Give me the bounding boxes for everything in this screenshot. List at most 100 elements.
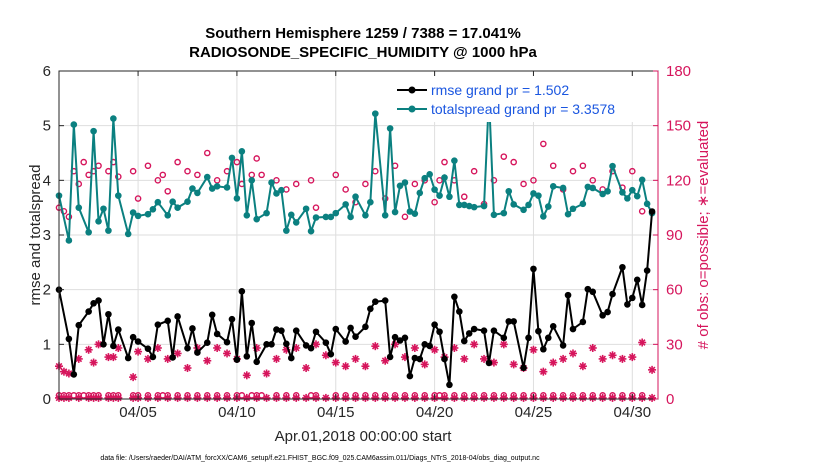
right-tick-label: 120: [666, 172, 691, 189]
obs-possible-zero-marker: [258, 392, 265, 399]
obs-evaluated-marker: [638, 338, 647, 347]
x-tick-label: 04/05: [119, 404, 157, 421]
totalspread-point: [85, 228, 92, 236]
obs-possible-zero-marker: [174, 392, 181, 399]
obs-possible-marker: [75, 180, 83, 188]
rmse-point: [609, 290, 616, 298]
rmse-point: [381, 297, 389, 304]
rmse-point: [352, 333, 359, 340]
rmse-point: [470, 325, 478, 333]
totalspread-point: [149, 206, 157, 213]
obs-possible-marker: [431, 198, 438, 206]
obs-possible-marker: [510, 158, 517, 166]
rmse-point: [273, 326, 280, 333]
obs-evaluated-marker: [598, 354, 607, 363]
obs-evaluated-marker: [549, 358, 558, 367]
totalspread-point: [401, 179, 409, 186]
rmse-point: [446, 381, 453, 389]
rmse-point: [203, 339, 211, 346]
obs-evaluated-marker: [618, 354, 627, 363]
obs-evaluated-marker: [341, 362, 350, 371]
obs-possible-marker: [258, 171, 265, 179]
totalspread-point: [579, 200, 587, 208]
totalspread-point: [312, 214, 320, 221]
rmse-point: [584, 285, 592, 293]
totalspread-point: [619, 189, 626, 196]
totalspread-point: [248, 177, 256, 184]
rmse-point: [124, 354, 132, 362]
rmse-point: [549, 322, 557, 330]
obs-possible-zero-marker: [638, 392, 646, 399]
x-axis-label: Apr.01,2018 00:00:00 start: [275, 428, 453, 445]
totalspread-point: [396, 182, 404, 190]
obs-possible-zero-marker: [441, 392, 448, 399]
obs-evaluated-marker: [311, 340, 320, 349]
obs-possible-marker: [154, 177, 162, 184]
totalspread-point: [624, 195, 631, 202]
rmse-point: [426, 342, 433, 350]
totalspread-series: [55, 93, 656, 244]
rmse-point: [144, 345, 152, 353]
x-tick-label: 04/15: [317, 404, 355, 421]
obs-possible-marker: [292, 180, 300, 188]
totalspread-point: [189, 185, 196, 192]
rmse-point: [589, 288, 597, 296]
obs-possible-marker: [159, 171, 167, 179]
obs-possible-zero-marker: [273, 392, 280, 399]
totalspread-point: [367, 198, 374, 206]
rmse-point: [510, 318, 517, 325]
totalspread-point: [386, 125, 394, 132]
totalspread-point: [154, 198, 162, 206]
rmse-point: [629, 294, 636, 302]
totalspread-point: [362, 212, 369, 219]
obs-evaluated-zero-marker: [321, 393, 330, 402]
obs-possible-marker: [436, 177, 443, 184]
totalspread-point: [490, 211, 498, 219]
obs-possible-zero-marker: [609, 392, 616, 399]
obs-possible-zero-marker: [460, 392, 468, 399]
obs-evaluated-marker: [410, 343, 419, 352]
totalspread-point: [510, 201, 517, 208]
rmse-point: [619, 263, 626, 271]
rmse-point: [189, 325, 196, 332]
rmse-point: [460, 337, 468, 345]
obs-evaluated-marker: [559, 354, 568, 363]
totalspread-point: [278, 186, 285, 194]
obs-evaluated-marker: [129, 373, 138, 382]
obs-possible-zero-marker: [569, 392, 577, 399]
obs-evaluated-marker: [331, 358, 340, 367]
obs-possible-zero-marker: [312, 392, 320, 399]
obs-possible-marker: [549, 162, 557, 170]
totalspread-point: [184, 198, 191, 205]
obs-evaluated-marker: [628, 353, 637, 362]
totalspread-point: [164, 212, 172, 219]
obs-possible-marker: [115, 173, 122, 180]
totalspread-point: [411, 210, 419, 217]
totalspread-point: [436, 192, 443, 199]
rmse-point: [559, 342, 567, 349]
rmse-point: [386, 353, 394, 361]
right-tick-label: 180: [666, 63, 691, 80]
left-tick-label: 4: [43, 172, 51, 189]
totalspread-point: [208, 185, 216, 192]
rmse-point: [322, 339, 330, 346]
rmse-point: [485, 359, 493, 367]
obs-evaluated-marker: [480, 354, 489, 363]
obs-possible-zero-marker: [401, 392, 409, 399]
rmse-point: [347, 324, 354, 332]
rmse-point: [228, 315, 236, 323]
totalspread-point: [65, 237, 73, 244]
rmse-point: [164, 317, 172, 325]
totalspread-point: [372, 110, 379, 117]
obs-possible-marker: [129, 167, 137, 175]
rmse-point: [90, 300, 97, 307]
rmse-point: [490, 327, 498, 334]
rmse-point: [465, 330, 473, 337]
totalspread-point: [243, 212, 251, 219]
obs-evaluated-marker: [242, 371, 251, 380]
obs-possible-zero-marker: [421, 392, 429, 399]
totalspread-point: [203, 173, 211, 181]
right-tick-label: 30: [666, 336, 683, 353]
totalspread-point: [342, 201, 349, 208]
